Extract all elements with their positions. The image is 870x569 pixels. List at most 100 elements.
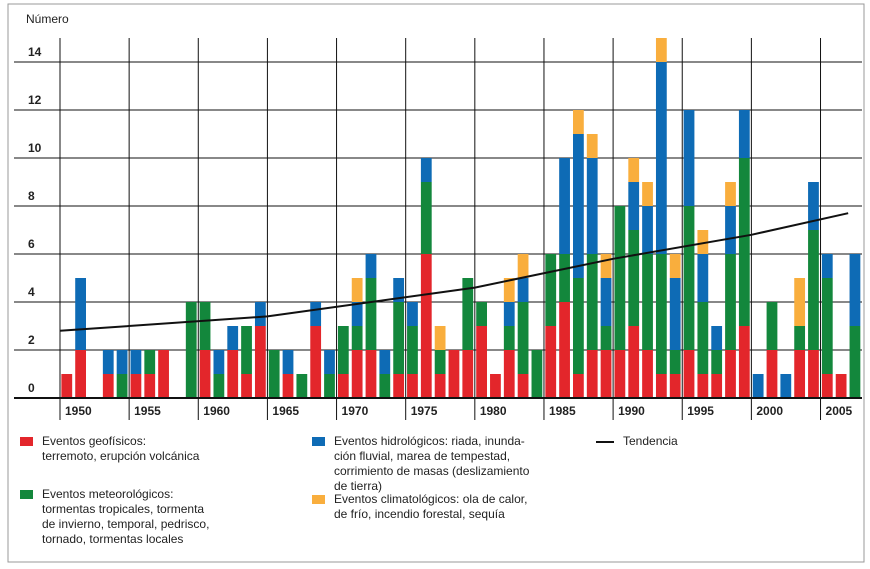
bar-segment — [324, 374, 335, 398]
bar-segment — [310, 326, 322, 398]
y-tick-label: 8 — [28, 189, 35, 203]
bar-segment — [628, 158, 640, 182]
bar-segment — [573, 278, 584, 374]
bar-segment — [503, 278, 515, 302]
bar-segment — [849, 326, 861, 398]
bar-segment — [254, 302, 266, 326]
x-tick-label: 1950 — [65, 404, 92, 418]
trend-line — [59, 212, 849, 332]
bar-segment — [697, 374, 709, 398]
y-tick-label: 12 — [28, 93, 42, 107]
bar-segment — [227, 326, 239, 350]
bar-segment — [379, 374, 391, 398]
bar-segment — [642, 350, 653, 398]
x-tick-label: 2000 — [756, 404, 783, 418]
bar-segment — [683, 350, 695, 398]
legend-label: Eventos geofísicos: terremoto, erupción … — [42, 434, 200, 463]
bar-segment — [614, 206, 626, 350]
bar-segment — [448, 350, 460, 398]
bar-segment — [766, 350, 778, 398]
bar-segment — [752, 374, 764, 398]
bar-segment — [351, 278, 363, 302]
y-tick-label: 6 — [28, 237, 35, 251]
bar-segment — [282, 350, 294, 374]
bar-segment — [738, 110, 750, 158]
bar-segment — [199, 350, 211, 398]
bar-segment — [476, 326, 487, 398]
y-tick-label: 2 — [28, 333, 35, 347]
bar-segment — [655, 62, 667, 254]
bar-segment — [213, 350, 225, 374]
x-tick-label: 1985 — [549, 404, 576, 418]
x-tick-label: 1995 — [687, 404, 714, 418]
bar-segment — [490, 374, 501, 398]
bar-segment — [393, 302, 405, 374]
bar-segment — [185, 302, 197, 398]
legend-item: Eventos climatológicos: ola de calor, de… — [312, 492, 527, 522]
bar-segment — [130, 350, 142, 374]
bar-segment — [628, 182, 640, 230]
x-tick-label: 1980 — [480, 404, 507, 418]
bar-segment — [849, 254, 861, 326]
legend-line — [596, 441, 614, 443]
bar-segment — [669, 254, 681, 278]
bar-segment — [420, 254, 432, 398]
legend-label: Eventos meteorológicos: tormentas tropic… — [42, 487, 210, 546]
y-tick-label: 14 — [28, 45, 42, 59]
bar-segment — [407, 302, 418, 326]
bar-segment — [213, 374, 225, 398]
bar-segment — [434, 374, 446, 398]
bar-segment — [697, 230, 709, 254]
x-tick-label: 2005 — [826, 404, 853, 418]
bar-segment — [393, 278, 405, 302]
bar-segment — [669, 278, 681, 350]
y-axis-label: Número — [26, 12, 69, 26]
bar-segment — [476, 302, 487, 326]
x-tick-label: 1960 — [203, 404, 230, 418]
bar-segment — [725, 182, 736, 206]
bar-segment — [102, 350, 114, 374]
bar-segment — [573, 134, 584, 278]
bar-segment — [545, 254, 557, 326]
bar-segment — [669, 350, 681, 374]
bar-segment — [254, 326, 266, 398]
bar-segment — [573, 110, 584, 134]
bar-segment — [531, 350, 543, 398]
legend-swatch — [312, 437, 325, 446]
bar-segment — [407, 326, 418, 374]
legend-label: Tendencia — [623, 434, 678, 448]
bar-segment — [282, 374, 294, 398]
bar-segment — [337, 374, 349, 398]
bar-segment — [600, 254, 612, 278]
bar-segment — [351, 326, 363, 350]
bar-segment — [794, 326, 806, 350]
bar-segment — [310, 302, 322, 326]
bar-segment — [420, 182, 432, 254]
y-tick-label: 4 — [28, 285, 35, 299]
legend-item: Eventos meteorológicos: tormentas tropic… — [20, 487, 209, 547]
legend-swatch — [20, 437, 33, 446]
bar-segment — [559, 302, 570, 398]
bar-segment — [655, 38, 667, 62]
bar-segment — [628, 230, 640, 326]
bar-segment — [835, 374, 847, 398]
bar-segment — [697, 302, 709, 374]
bar-segment — [780, 374, 792, 398]
bar-segment — [517, 278, 529, 302]
bar-segment — [420, 158, 432, 182]
x-tick-label: 1975 — [411, 404, 438, 418]
bar-segment — [573, 374, 584, 398]
bar-segment — [711, 374, 723, 398]
x-tick-label: 1990 — [618, 404, 645, 418]
bar-segment — [393, 374, 405, 398]
bar-segment — [821, 278, 833, 374]
bar-segment — [241, 374, 252, 398]
bar-segment — [199, 302, 211, 350]
y-tick-label: 0 — [28, 381, 35, 395]
bar-segment — [586, 158, 598, 254]
bar-segment — [642, 182, 653, 206]
bar-segment — [61, 374, 73, 398]
bar-segment — [102, 374, 114, 398]
